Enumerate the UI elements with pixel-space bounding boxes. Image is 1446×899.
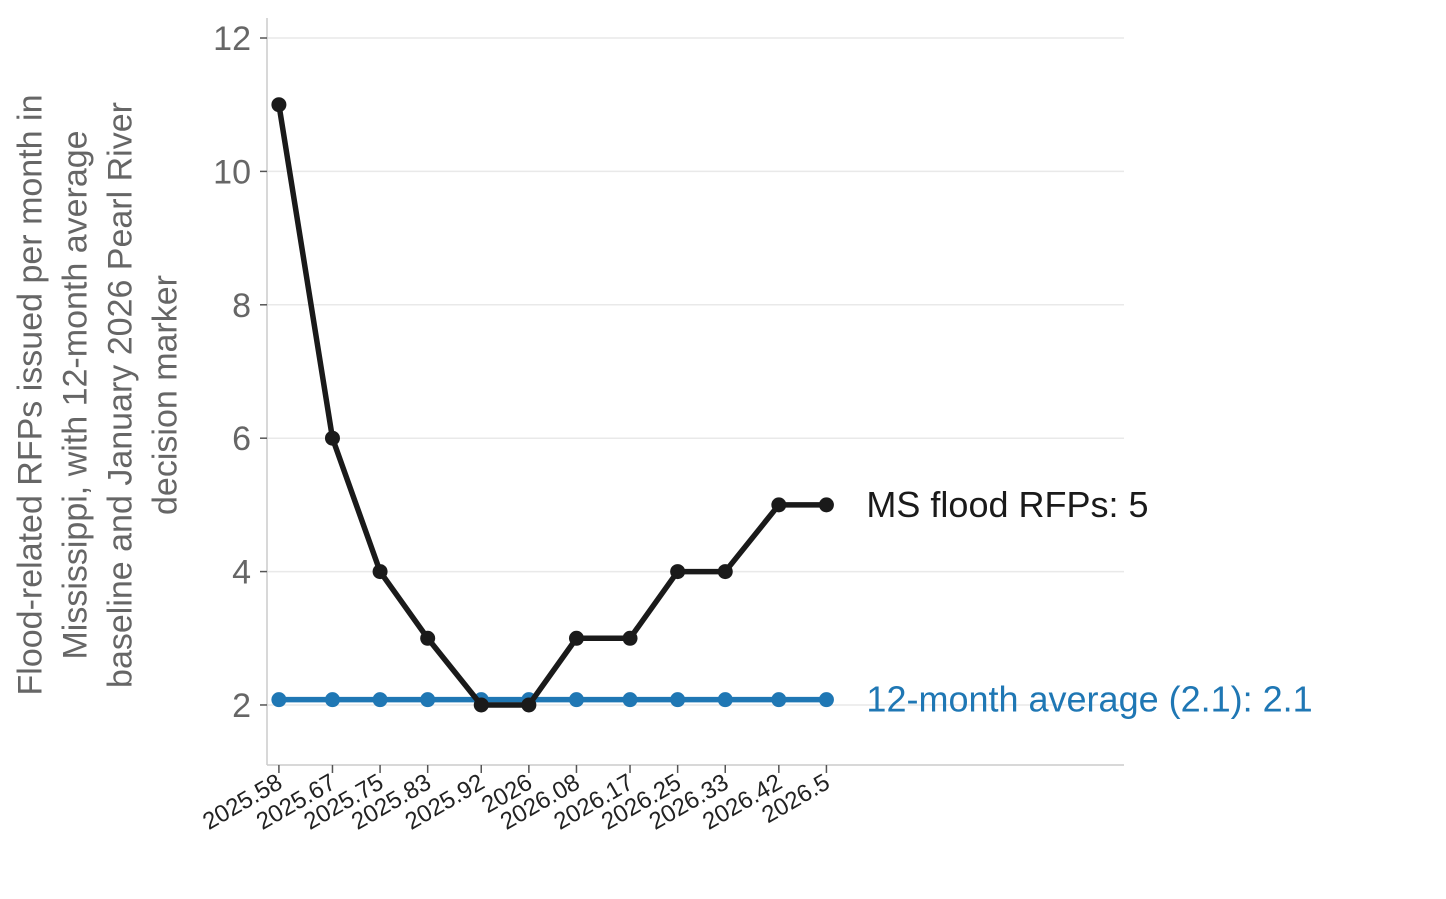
series-1-point bbox=[670, 692, 686, 708]
series-1-point bbox=[818, 692, 834, 708]
y-axis-label: Flood-related RFPs issued per month in Mi… bbox=[12, 95, 185, 696]
series-0-point bbox=[473, 697, 489, 713]
y-tick-label: 10 bbox=[213, 153, 251, 191]
series-line-0 bbox=[276, 104, 827, 708]
y-tick-label: 8 bbox=[232, 287, 251, 325]
series-0-point bbox=[271, 97, 287, 113]
series-1-point bbox=[420, 692, 436, 708]
series-0-point bbox=[324, 430, 340, 446]
y-axis-label-line: decision marker bbox=[147, 275, 185, 515]
y-axis-label-line: Flood-related RFPs issued per month in bbox=[12, 95, 50, 696]
series-layer bbox=[271, 97, 834, 713]
series-0-point bbox=[372, 564, 388, 580]
y-tick-label: 12 bbox=[213, 20, 251, 58]
y-axis-label-line: baseline and January 2026 Pearl River bbox=[102, 102, 140, 688]
series-0-point bbox=[568, 630, 584, 646]
series-1-point bbox=[622, 692, 638, 708]
y-tick-label: 6 bbox=[232, 420, 251, 458]
series-0-point bbox=[420, 630, 436, 646]
series-0-point bbox=[521, 697, 537, 713]
series-1-point bbox=[324, 692, 340, 708]
series-1-point bbox=[771, 692, 787, 708]
series-1-point bbox=[717, 692, 733, 708]
end-labels: 12-month average (2.1): 2.1 MS flood RFPs… bbox=[866, 484, 1312, 720]
series-1-point bbox=[568, 692, 584, 708]
series-0-point bbox=[818, 497, 834, 513]
series-0-point bbox=[622, 630, 638, 646]
y-axis-label-line: Mississippi, with 12-month average bbox=[57, 130, 95, 659]
series-0-point bbox=[771, 497, 787, 513]
y-axis-ticks: 2 4 6 8 10 12 bbox=[213, 20, 267, 725]
series-0-point bbox=[717, 564, 733, 580]
y-tick-label: 4 bbox=[232, 554, 251, 592]
grid-lines bbox=[267, 37, 1124, 706]
series-0-end-label: MS flood RFPs: 5 bbox=[866, 484, 1148, 525]
series-1-end-label: 12-month average (2.1): 2.1 bbox=[866, 679, 1312, 720]
series-0-point bbox=[670, 564, 686, 580]
series-1-point bbox=[271, 692, 287, 708]
series-1-point bbox=[372, 692, 388, 708]
y-tick-label: 2 bbox=[232, 687, 251, 725]
x-axis-ticks: 2025.582025.672025.752025.832025.9220262… bbox=[198, 765, 834, 836]
